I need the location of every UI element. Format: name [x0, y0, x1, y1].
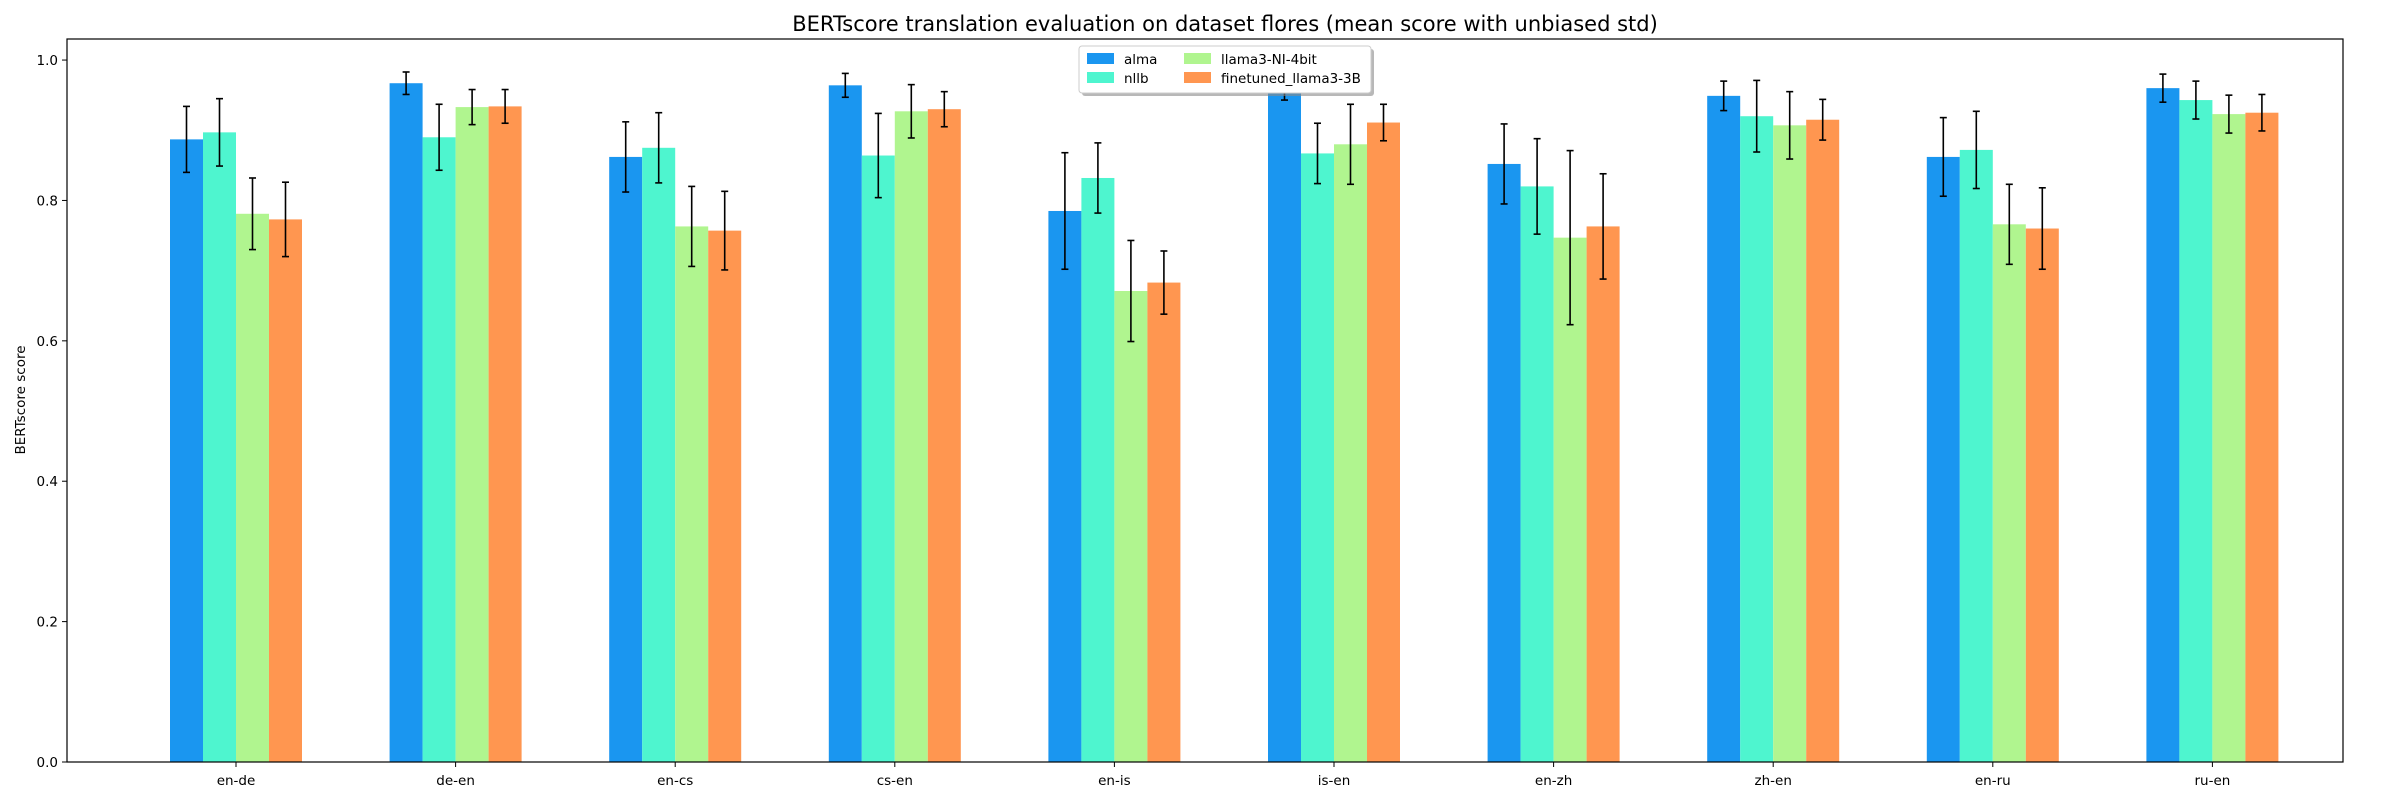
y-tick-label: 0.0 [37, 755, 58, 771]
legend-label-alma: alma [1124, 52, 1157, 68]
bar-llama3-NI-4bit-de-en [455, 107, 489, 762]
bar-finetuned_llama3-3B-de-en [488, 106, 522, 762]
x-tick-label: en-cs [657, 773, 693, 789]
bar-finetuned_llama3-3B-ru-en [2245, 112, 2279, 763]
x-tick-label: ru-en [2194, 773, 2230, 789]
chart-title: BERTscore translation evaluation on data… [792, 12, 1658, 36]
bar-llama3-NI-4bit-en-de [236, 213, 269, 762]
bar-nllb-ru-en [2179, 100, 2213, 763]
y-axis: 0.0 0.2 0.4 0.6 0.8 1.0 [37, 53, 67, 771]
legend-box [1078, 45, 1372, 94]
bar-nllb-en-de [203, 132, 236, 762]
bar-nllb-en-is [1081, 177, 1115, 762]
x-tick-label: en-ru [1975, 773, 2011, 789]
legend-swatch-finetuned_llama3-3B [1184, 72, 1211, 83]
bar-llama3-NI-4bit-is-en [1334, 144, 1367, 762]
bar-alma-en-cs [609, 156, 643, 762]
bar-nllb-zh-en [1740, 116, 1774, 762]
bar-finetuned_llama3-3B-en-ru [2025, 228, 2059, 762]
bar-alma-ru-en [2146, 88, 2180, 762]
bar-llama3-NI-4bit-en-ru [1992, 224, 2026, 762]
bar-alma-en-ru [1926, 156, 1960, 762]
bar-finetuned_llama3-3B-zh-en [1806, 119, 1840, 763]
legend: alma nllb llama3-NI-4bit finetuned_llama3-3… [1078, 45, 1374, 96]
bar-nllb-en-ru [1959, 149, 1993, 762]
bars-group [170, 83, 2279, 763]
bar-alma-en-zh [1487, 163, 1521, 763]
legend-label-finetuned_llama3-3B: finetuned_llama3-3B [1221, 71, 1361, 87]
bar-alma-is-en [1268, 86, 1301, 762]
bar-nllb-en-cs [642, 147, 676, 762]
bar-finetuned_llama3-3B-en-de [269, 219, 302, 762]
bar-finetuned_llama3-3B-en-cs [708, 230, 742, 762]
errorbars-group [183, 71, 2266, 343]
bar-alma-cs-en [828, 85, 862, 763]
bar-nllb-en-zh [1520, 186, 1554, 762]
y-tick-label: 1.0 [37, 53, 58, 69]
y-tick-label: 0.2 [37, 615, 58, 631]
x-tick-label: is-en [1318, 773, 1351, 789]
y-tick-label: 0.4 [37, 474, 58, 490]
y-tick-label: 0.8 [37, 193, 58, 209]
bar-alma-en-is [1048, 210, 1082, 763]
bar-llama3-NI-4bit-en-cs [675, 226, 709, 762]
bar-finetuned_llama3-3B-en-zh [1586, 226, 1620, 762]
legend-label-llama3-NI-4bit: llama3-NI-4bit [1221, 52, 1317, 68]
x-tick-label: en-is [1098, 773, 1131, 789]
bar-alma-de-en [389, 83, 423, 762]
bar-nllb-de-en [422, 137, 456, 762]
bar-alma-zh-en [1707, 95, 1741, 762]
x-tick-label: en-zh [1535, 773, 1572, 789]
x-tick-label: de-en [436, 773, 475, 789]
bar-finetuned_llama3-3B-cs-en [927, 109, 961, 763]
legend-swatch-nllb [1087, 72, 1114, 83]
bar-finetuned_llama3-3B-is-en [1367, 122, 1400, 762]
x-tick-label: cs-en [877, 773, 913, 789]
bar-llama3-NI-4bit-cs-en [894, 111, 928, 763]
x-axis: en-de de-en en-cs cs-en en-is is-en en-zh zh-en… [217, 762, 2230, 789]
legend-swatch-llama3-NI-4bit [1184, 53, 1211, 64]
y-axis-label: BERTscore score [13, 345, 29, 454]
legend-swatch-alma [1087, 53, 1114, 64]
legend-label-nllb: nllb [1124, 71, 1149, 87]
y-tick-label: 0.6 [37, 334, 58, 350]
bar-nllb-is-en [1301, 153, 1334, 762]
x-tick-label: en-de [217, 773, 256, 789]
x-tick-label: zh-en [1755, 773, 1792, 789]
bar-nllb-cs-en [861, 155, 895, 762]
bar-finetuned_llama3-3B-en-is [1147, 282, 1181, 762]
bar-llama3-NI-4bit-en-is [1114, 290, 1148, 762]
bar-llama3-NI-4bit-zh-en [1773, 125, 1807, 762]
bar-alma-en-de [170, 139, 203, 762]
plot-frame [66, 38, 2344, 763]
bar-llama3-NI-4bit-ru-en [2212, 114, 2246, 762]
